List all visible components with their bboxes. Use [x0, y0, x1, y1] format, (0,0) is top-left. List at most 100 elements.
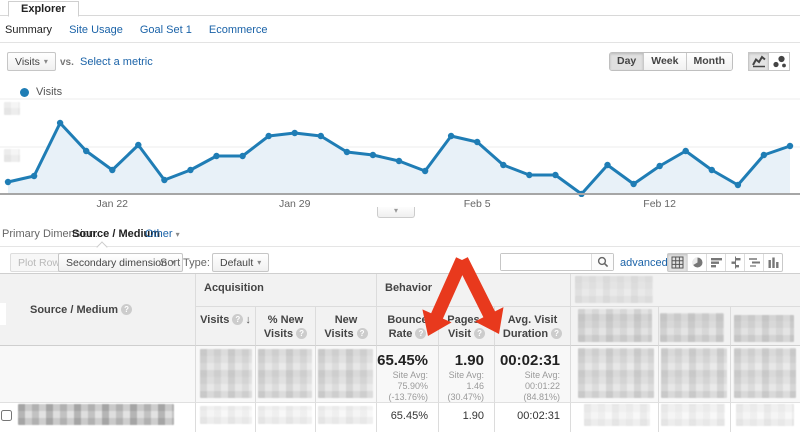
data-point[interactable]: [708, 166, 715, 174]
data-point[interactable]: [786, 142, 794, 150]
help-icon[interactable]: ?: [356, 328, 368, 339]
data-point[interactable]: [604, 161, 611, 169]
data-point[interactable]: [682, 147, 689, 155]
help-icon[interactable]: ?: [121, 304, 133, 315]
sort-type-label: Sort Type:: [160, 257, 210, 269]
granularity-button-group: Day Week Month: [608, 52, 733, 71]
term-cloud-view-icon[interactable]: [744, 254, 763, 271]
summary-bounce-rate-cell: 65.45% Site Avg: 75.90% (-13.76%): [376, 346, 438, 403]
data-point[interactable]: [265, 132, 272, 140]
data-point[interactable]: [4, 178, 12, 186]
data-point[interactable]: [526, 171, 533, 179]
column-header-avg-visit-duration[interactable]: Avg. Visit Duration?: [494, 307, 570, 346]
line-chart-icon[interactable]: [748, 52, 769, 71]
data-point[interactable]: [56, 119, 64, 127]
data-point[interactable]: [187, 166, 194, 174]
column-label: Avg. Visit Duration: [502, 314, 558, 340]
redacted-summary-cell: [734, 348, 796, 398]
summary-row-label-cell: [0, 346, 195, 403]
help-icon[interactable]: ?: [551, 328, 563, 339]
granularity-day-button[interactable]: Day: [609, 53, 644, 70]
site-avg-delta: (84.81%): [523, 392, 560, 402]
data-point[interactable]: [343, 148, 351, 156]
row-checkbox[interactable]: [1, 410, 12, 421]
chevron-down-icon: ▾: [393, 206, 398, 215]
search-icon[interactable]: [591, 254, 613, 270]
pivot-view-icon[interactable]: [763, 254, 782, 271]
search-input[interactable]: [501, 254, 591, 270]
data-point[interactable]: [317, 132, 324, 140]
subtab-summary[interactable]: Summary: [5, 23, 53, 36]
data-point[interactable]: [109, 166, 116, 174]
help-icon[interactable]: ?: [415, 328, 427, 339]
comparison-view-icon[interactable]: [725, 254, 744, 271]
visits-area-chart[interactable]: [0, 96, 800, 197]
granularity-week-button[interactable]: Week: [643, 53, 686, 70]
advanced-search-link[interactable]: advanced: [620, 257, 668, 269]
data-point[interactable]: [30, 172, 38, 180]
secondary-dimension-dropdown[interactable]: Secondary dimension ▾: [58, 253, 183, 272]
redacted-summary-visits: [200, 349, 252, 398]
column-header-visits[interactable]: Visits? ↓: [195, 307, 255, 346]
data-point[interactable]: [656, 162, 663, 170]
table-row-source-cell[interactable]: [0, 403, 195, 432]
table-row-redacted-cell: [730, 403, 800, 432]
data-point[interactable]: [760, 151, 768, 159]
data-point[interactable]: [83, 147, 90, 155]
dimension-other-dropdown[interactable]: Other ▾: [145, 222, 180, 247]
data-point[interactable]: [239, 152, 246, 160]
data-point[interactable]: [161, 176, 168, 184]
subtab-goal-set-1[interactable]: Goal Set 1: [139, 23, 192, 36]
primary-dimension-bar: Primary Dimension: Source / Medium Other…: [0, 222, 800, 247]
data-point[interactable]: [630, 180, 637, 188]
column-header-bounce-rate[interactable]: Bounce Rate?: [376, 307, 438, 346]
data-point[interactable]: [734, 181, 742, 189]
summary-visits-cell: [195, 346, 255, 403]
sort-desc-icon[interactable]: ↓: [245, 314, 251, 326]
redacted-row-cell: [736, 404, 794, 426]
data-point[interactable]: [395, 157, 403, 165]
select-a-metric-link[interactable]: Select a metric: [80, 56, 153, 68]
subtab-bar: Summary Site Usage Goal Set 1 Ecommerce: [5, 17, 268, 42]
data-point[interactable]: [447, 132, 455, 140]
data-point[interactable]: [369, 151, 377, 159]
column-header-pct-new-visits[interactable]: % New Visits?: [255, 307, 315, 346]
metric-selector-label: Visits: [15, 55, 40, 68]
table-row-redacted-cell: [570, 403, 658, 432]
granularity-month-button[interactable]: Month: [685, 53, 732, 70]
percentage-view-icon[interactable]: [687, 254, 706, 271]
subtab-site-usage[interactable]: Site Usage: [69, 23, 123, 36]
help-icon[interactable]: ?: [232, 314, 244, 325]
avg-duration-value: 00:02:31: [499, 352, 560, 369]
data-point[interactable]: [135, 141, 142, 149]
help-icon[interactable]: ?: [296, 328, 308, 339]
sort-type-dropdown[interactable]: Default ▾: [212, 253, 270, 272]
performance-view-icon[interactable]: [706, 254, 725, 271]
table-view-icon[interactable]: [668, 254, 687, 271]
x-axis-labels: Jan 22 Jan 29 Feb 5 Feb 12: [0, 198, 800, 211]
chart-collapse-handle[interactable]: ▾: [377, 207, 415, 218]
primary-dimension-label: Primary Dimension:: [2, 228, 98, 240]
data-point[interactable]: [552, 171, 559, 179]
subtab-ecommerce[interactable]: Ecommerce: [208, 23, 268, 36]
table-search: [500, 253, 614, 271]
group-header-redacted: [570, 274, 800, 307]
dimension-source-medium[interactable]: Source / Medium: [72, 228, 161, 240]
data-point[interactable]: [500, 161, 507, 169]
metric-selector-dropdown[interactable]: Visits ▾: [7, 52, 56, 71]
data-point[interactable]: [291, 129, 298, 137]
motion-chart-icon[interactable]: [769, 52, 790, 71]
plot-rows-button[interactable]: Plot Rows: [10, 253, 74, 272]
data-point[interactable]: [213, 152, 220, 160]
group-header-behavior: Behavior: [376, 274, 570, 307]
column-header-pages-visit[interactable]: Pages / Visit?: [438, 307, 494, 346]
column-header-source-medium[interactable]: Source / Medium?: [0, 274, 195, 346]
data-point[interactable]: [421, 167, 429, 175]
data-point[interactable]: [474, 138, 481, 146]
help-icon[interactable]: ?: [474, 328, 486, 339]
column-header-new-visits[interactable]: New Visits?: [315, 307, 376, 346]
tab-explorer[interactable]: Explorer: [8, 1, 79, 17]
column-label: New Visits: [324, 314, 358, 340]
chevron-down-icon: ▾: [43, 56, 48, 66]
